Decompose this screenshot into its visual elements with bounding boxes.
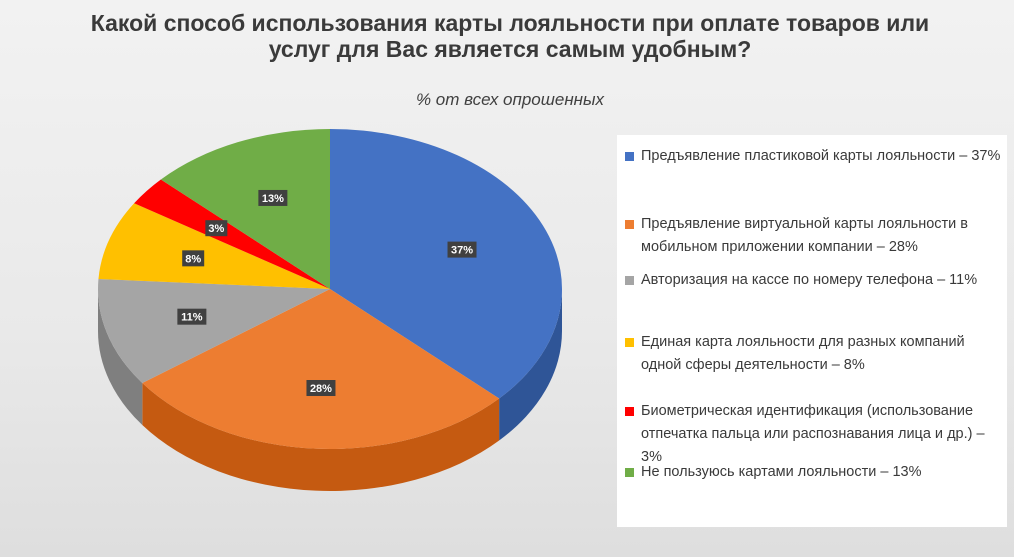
legend-label: Предъявление пластиковой карты лояльност…: [641, 148, 1001, 164]
data-label-box: [447, 241, 477, 258]
data-label-text: 8%: [185, 253, 201, 265]
legend-swatch: [625, 338, 634, 347]
legend: Предъявление пластиковой карты лояльност…: [617, 135, 1007, 527]
data-label-text: 11%: [181, 312, 203, 324]
pie-slice-side-3: [98, 289, 143, 426]
legend-label: Не пользуюсь картами лояльности – 13%: [641, 464, 922, 480]
legend-swatch: [625, 468, 634, 477]
data-label-6: 13%: [258, 189, 288, 206]
data-label-box: [177, 308, 207, 325]
legend-swatch: [625, 220, 634, 229]
legend-item-5: Биометрическая идентификация (использова…: [625, 400, 1003, 469]
pie-slice-6: [160, 129, 330, 289]
pie-slice-2: [142, 289, 500, 449]
pie-slice-3: [98, 278, 331, 384]
legend-item-4: Единая карта лояльности для разных компа…: [625, 331, 1003, 377]
data-label-box: [306, 380, 336, 397]
legend-item-1: Предъявление пластиковой карты лояльност…: [625, 145, 1003, 168]
data-label-4: 8%: [182, 250, 205, 267]
pie-slice-4: [98, 203, 331, 289]
pie-slice-1: [330, 129, 562, 399]
legend-label: Предъявление виртуальной карты лояльност…: [641, 216, 969, 255]
legend-item-2: Предъявление виртуальной карты лояльност…: [625, 213, 1003, 259]
legend-item-6: Не пользуюсь картами лояльности – 13%: [625, 461, 1003, 484]
legend-swatch: [625, 407, 634, 416]
data-label-box: [182, 250, 205, 267]
legend-item-3: Авторизация на кассе по номеру телефона …: [625, 269, 1003, 292]
data-label-1: 37%: [447, 241, 477, 258]
data-label-3: 11%: [177, 308, 207, 325]
legend-label: Единая карта лояльности для разных компа…: [641, 334, 965, 373]
legend-swatch: [625, 152, 634, 161]
legend-swatch: [625, 276, 634, 285]
data-label-box: [258, 189, 288, 206]
data-label-2: 28%: [306, 380, 336, 397]
data-label-text: 13%: [262, 193, 284, 205]
data-label-text: 37%: [451, 245, 473, 257]
chart-title: Какой способ использования карты лояльно…: [90, 10, 930, 62]
pie-slice-5: [134, 179, 330, 289]
legend-label: Авторизация на кассе по номеру телефона …: [641, 272, 978, 288]
pie-slice-side-2: [142, 383, 500, 491]
chart-subtitle: % от всех опрошенных: [415, 90, 605, 109]
data-label-5: 3%: [205, 220, 228, 237]
data-label-box: [205, 220, 228, 237]
pie-slice-side-1: [499, 289, 562, 441]
legend-label: Биометрическая идентификация (использова…: [641, 403, 985, 465]
data-label-text: 3%: [208, 223, 224, 235]
data-label-text: 28%: [310, 383, 332, 395]
